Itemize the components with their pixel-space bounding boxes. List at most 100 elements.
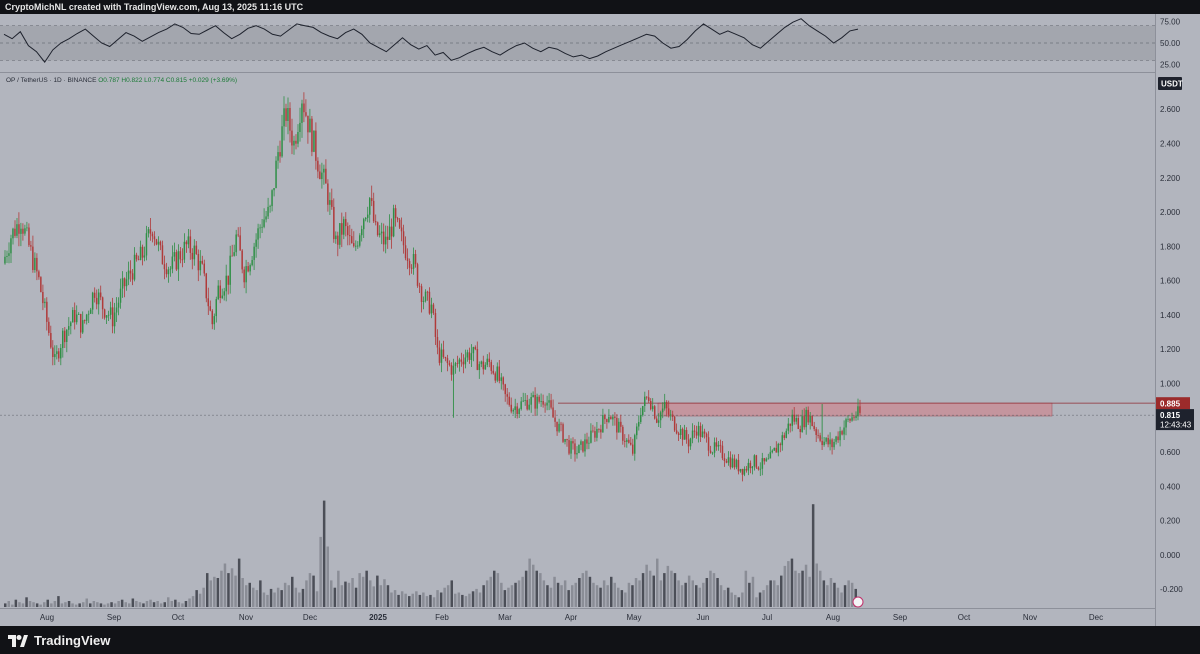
candle-body xyxy=(747,462,750,471)
candle-body xyxy=(743,468,746,475)
candle-body xyxy=(183,241,186,260)
volume-bar xyxy=(808,576,811,607)
candle-body xyxy=(117,302,120,308)
volume-bar xyxy=(18,602,21,607)
candle-body xyxy=(749,462,752,469)
candle-body xyxy=(145,233,148,256)
volume-bar xyxy=(773,580,776,607)
volume-bar xyxy=(64,602,67,607)
candle-body xyxy=(606,419,608,422)
volume-bar xyxy=(645,564,648,607)
candle-body xyxy=(751,466,754,469)
candle-body xyxy=(199,260,202,271)
candle-body xyxy=(305,112,307,116)
candle-body xyxy=(590,430,592,443)
candle-body xyxy=(213,316,215,325)
volume-bar xyxy=(128,603,131,607)
price-tick-label: 1.200 xyxy=(1160,345,1181,354)
volume-bar xyxy=(482,585,485,607)
volume-bar xyxy=(443,587,446,607)
volume-bar xyxy=(333,587,337,607)
candle-body xyxy=(87,313,90,315)
volume-bar xyxy=(308,573,312,607)
candle-body xyxy=(372,200,375,222)
candle-body xyxy=(486,358,488,365)
candle-body xyxy=(177,251,180,270)
time-tick-label: Sep xyxy=(893,613,908,622)
volume-bar xyxy=(429,594,432,607)
volume-bar xyxy=(230,568,234,607)
candle-body xyxy=(759,468,762,470)
candle-body xyxy=(376,222,379,236)
candle-body xyxy=(343,219,345,235)
candle-body xyxy=(480,361,483,365)
volume-bar xyxy=(408,596,411,607)
candle-body xyxy=(171,256,174,269)
candle-body xyxy=(586,439,588,444)
volume-bar xyxy=(585,570,588,607)
attribution-text: CryptoMichNL created with TradingView.co… xyxy=(5,2,304,12)
candle-body xyxy=(548,400,550,403)
volume-bar xyxy=(613,582,616,607)
candle-body xyxy=(167,269,170,275)
time-tick-label: Apr xyxy=(565,613,578,622)
candle-body xyxy=(644,396,646,406)
candle-body xyxy=(60,347,62,359)
candle-body xyxy=(40,277,42,292)
candle-body xyxy=(462,361,465,365)
candle-body xyxy=(223,291,225,296)
open-value: O0.787 xyxy=(98,77,120,84)
candle-body xyxy=(711,452,714,454)
volume-bar xyxy=(383,579,386,607)
volume-bar xyxy=(138,602,142,607)
volume-bar xyxy=(797,573,801,607)
candle-body xyxy=(311,118,313,152)
tradingview-logo[interactable]: TradingView xyxy=(8,633,110,648)
volume-bar xyxy=(216,578,220,607)
volume-bar xyxy=(326,546,329,607)
volume-bar xyxy=(723,590,726,607)
candle-body xyxy=(482,361,485,370)
chart-frame[interactable] xyxy=(0,14,1200,626)
candle-body xyxy=(584,439,586,452)
resistance-price-tag xyxy=(1156,397,1190,410)
resistance-zone[interactable] xyxy=(0,402,1155,417)
candle-body xyxy=(135,254,138,260)
candle-body xyxy=(859,406,861,413)
candle-body xyxy=(484,364,487,370)
volume-bar xyxy=(581,573,585,607)
candle-body xyxy=(508,396,510,405)
candle-body xyxy=(237,234,239,236)
candle-body xyxy=(570,441,572,454)
volume-bar xyxy=(156,601,159,607)
candle-body xyxy=(48,321,50,333)
volume-bar xyxy=(602,580,606,607)
volume-bar xyxy=(737,597,740,607)
candle-body xyxy=(767,458,770,460)
candle-body xyxy=(600,429,602,433)
volume-bar xyxy=(769,580,772,607)
volume-bar xyxy=(574,582,577,607)
candle-body xyxy=(723,458,726,461)
volume-bar xyxy=(67,601,71,607)
volume-bar xyxy=(21,603,25,607)
candle-body xyxy=(809,416,811,423)
volume-bar xyxy=(28,601,32,607)
volume-bar xyxy=(404,593,407,607)
candle-body xyxy=(390,226,393,237)
candle-body xyxy=(289,108,291,131)
candle-body xyxy=(474,347,477,350)
time-axis: Aug Sep Oct Nov Dec 2025 Feb Mar Apr May Jun Jul Aug… xyxy=(40,613,1103,622)
change-value: +0.029 (+3.69%) xyxy=(188,77,238,84)
candle-body xyxy=(650,401,652,410)
candle-body xyxy=(771,450,773,453)
candle-body xyxy=(107,314,110,316)
volume-bar xyxy=(287,585,290,607)
candle-body xyxy=(211,310,213,325)
currency-badge xyxy=(1158,77,1182,90)
candle-body xyxy=(683,430,686,440)
volume-bar xyxy=(191,596,195,607)
candle-body xyxy=(520,401,522,410)
candle-body xyxy=(614,416,616,418)
